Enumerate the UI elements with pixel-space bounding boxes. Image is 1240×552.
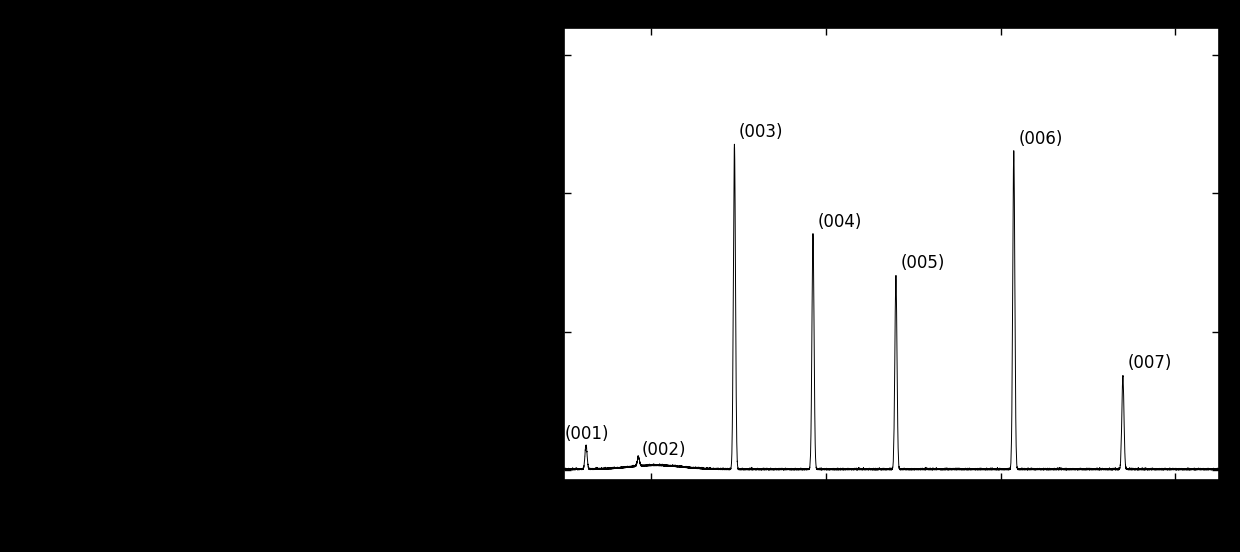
Text: (006): (006) [1018, 130, 1063, 148]
Text: (005): (005) [900, 254, 945, 272]
Text: (004): (004) [817, 213, 862, 231]
Text: (b): (b) [508, 33, 558, 62]
Text: (001): (001) [564, 425, 609, 443]
Y-axis label: Intensity (a.u.): Intensity (a.u.) [486, 178, 506, 330]
Text: (003): (003) [739, 123, 784, 141]
Text: (007): (007) [1127, 354, 1172, 373]
Text: (002): (002) [642, 441, 687, 459]
X-axis label: 2θ (degree): 2θ (degree) [822, 512, 961, 532]
